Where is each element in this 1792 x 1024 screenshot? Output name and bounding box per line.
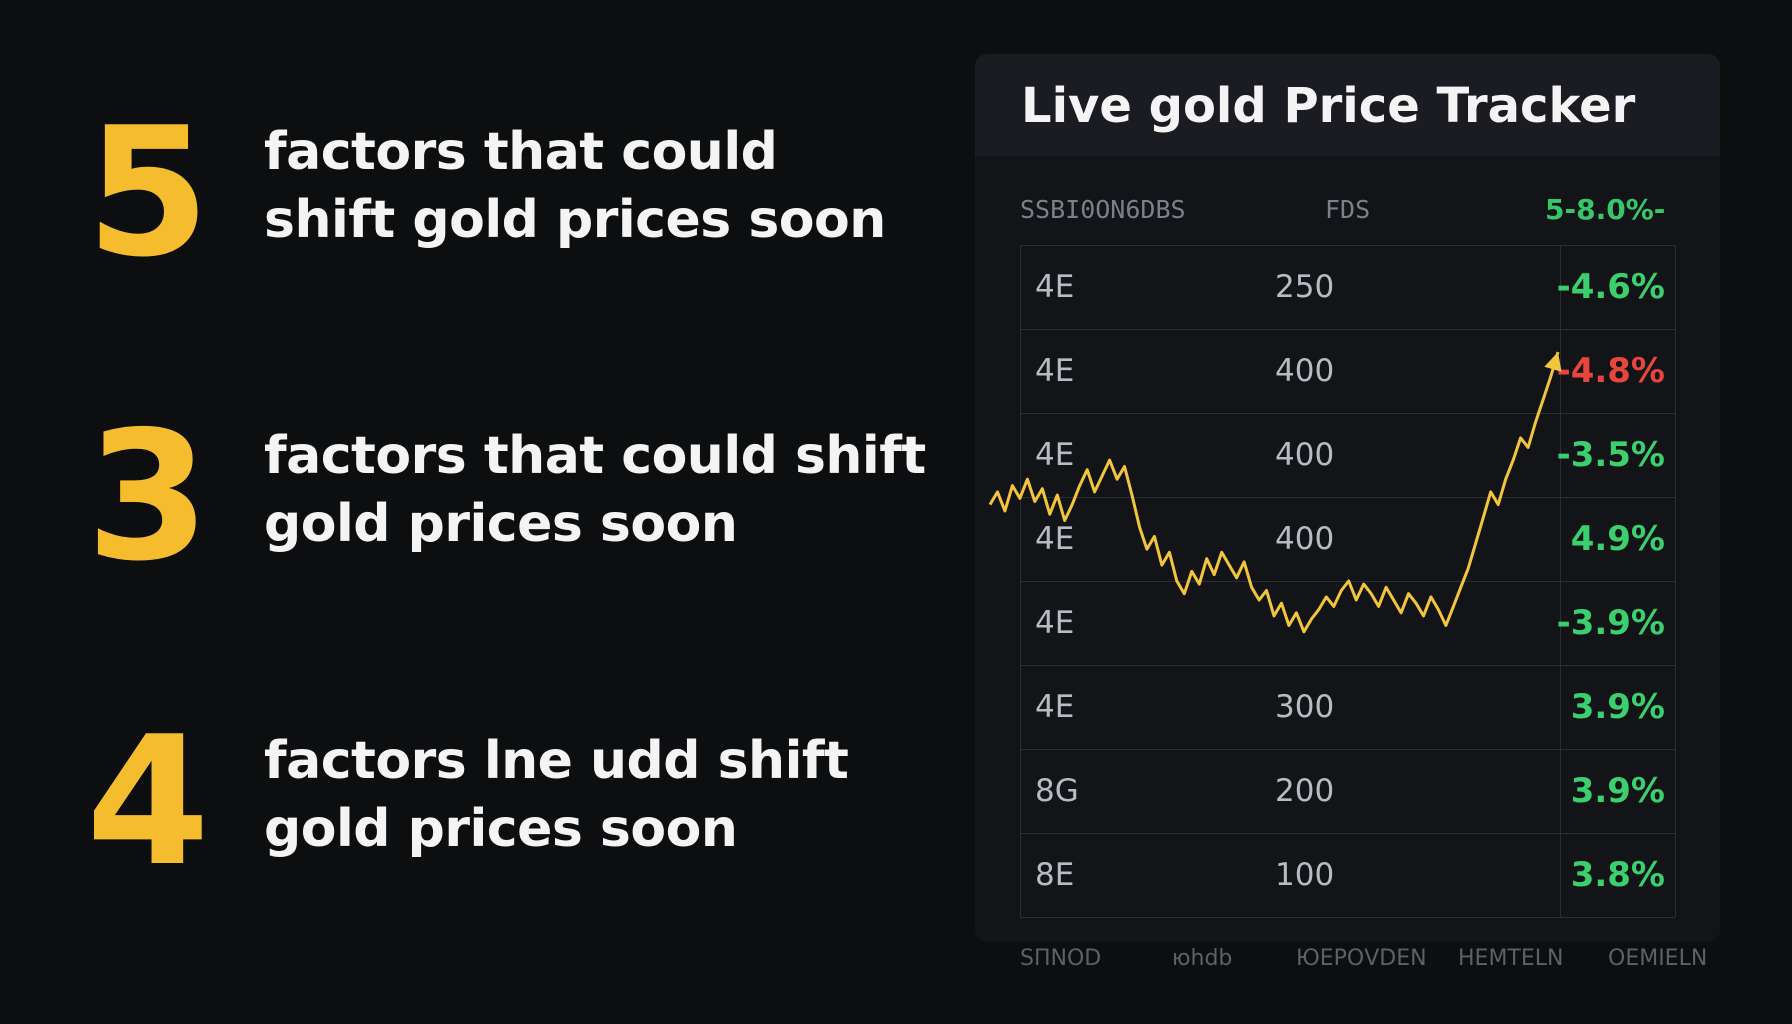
row-price: 300 [1275,689,1335,725]
row-symbol: 8G [1035,773,1079,809]
row-price: 400 [1275,353,1335,389]
row-change: -3.5% [1556,435,1665,475]
row-price: 250 [1275,269,1335,305]
price-tracker-panel: Live gold Price Tracker SSBI0ON6DBS FDS … [975,54,1720,942]
row-change: 4.9% [1570,519,1665,559]
factor-item: 5 factors that could shift gold prices s… [0,89,940,296]
gold-price-series-line [988,351,1560,634]
row-price: 200 [1275,773,1335,809]
table-row[interactable]: 4E 250 -4.6% [1020,245,1675,329]
grid-line-vertical [1675,245,1676,917]
row-change: -4.8% [1556,351,1665,391]
row-symbol: 8E [1035,857,1075,893]
table-row[interactable]: 4E 400 4.9% [1020,497,1675,581]
column-header-price[interactable]: FDS [1325,195,1371,224]
factor-text-line: factors that could [264,122,778,182]
panel-header: Live gold Price Tracker [975,54,1720,156]
row-change: -3.9% [1556,603,1665,643]
grid-line [1020,413,1675,414]
row-change: 3.8% [1570,855,1665,895]
grid-line-vertical [1560,245,1561,917]
factor-text-line: gold prices soon [264,494,738,554]
factor-text-line: factors that could shift [264,426,926,486]
table-row[interactable]: 4E 400 -4.8% [1020,329,1675,413]
grid-line-vertical [1020,245,1021,917]
factor-item: 3 factors that could shift gold prices s… [0,393,940,600]
row-price: 400 [1275,437,1335,473]
row-price: 400 [1275,521,1335,557]
row-symbol: 4E [1035,605,1075,641]
factor-text-line: gold prices soon [264,799,738,859]
footer-label[interactable]: ОЕМIELN [1608,946,1708,971]
table-row[interactable]: 4E -3.9% [1020,581,1675,665]
row-change: -4.6% [1556,267,1665,307]
grid-line [1020,329,1675,330]
factor-text-line: factors lne udd shift [264,731,849,791]
factor-text: factors that could shift gold prices soo… [264,422,926,558]
grid-line [1020,497,1675,498]
grid-line [1020,749,1675,750]
footer-label[interactable]: НЕМTELN [1458,946,1564,971]
row-symbol: 4E [1035,437,1075,473]
row-change: 3.9% [1570,771,1665,811]
footer-label[interactable]: юhdb [1172,946,1233,971]
grid-line [1020,833,1675,834]
factor-text: factors lne udd shift gold prices soon [264,727,849,863]
panel-title: Live gold Price Tracker [1021,78,1636,134]
grid-line [1020,665,1675,666]
grid-line [1020,245,1675,246]
row-change: 3.9% [1570,687,1665,727]
row-symbol: 4E [1035,689,1075,725]
column-header-symbol[interactable]: SSBI0ON6DBS [1020,195,1186,224]
row-symbol: 4E [1035,521,1075,557]
factor-number: 3 [86,393,210,600]
row-symbol: 4E [1035,269,1075,305]
table-row[interactable]: 8G 200 3.9% [1020,749,1675,833]
trend-arrow-icon [1544,352,1562,372]
factor-number: 5 [86,89,210,296]
factor-text: factors that could shift gold prices soo… [264,118,886,254]
footer-label[interactable]: ЮЕРОVDEN [1296,946,1427,971]
column-header-change[interactable]: 5-8.0%- [1545,193,1666,226]
row-symbol: 4E [1035,353,1075,389]
grid-line [1020,917,1675,918]
factor-text-line: shift gold prices soon [264,190,886,250]
table-row[interactable]: 4E 400 -3.5% [1020,413,1675,497]
footer-label[interactable]: SПNOD [1020,946,1102,971]
table-row[interactable]: 8E 100 3.8% [1020,833,1675,917]
factor-item: 4 factors lne udd shift gold prices soon [0,698,940,905]
factor-number: 4 [86,698,210,905]
row-price: 100 [1275,857,1335,893]
table-row[interactable]: 4E 300 3.9% [1020,665,1675,749]
